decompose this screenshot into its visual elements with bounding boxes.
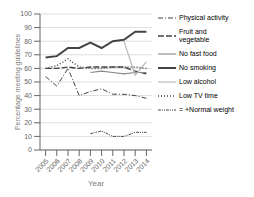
svg-text:Year: Year <box>88 179 105 188</box>
html-text:= +Normal weight: = +Normal weight <box>179 106 234 113</box>
svg-text:70: 70 <box>24 51 32 58</box>
svg-text:2006: 2006 <box>45 157 61 174</box>
html-text:Low TV time: Low TV time <box>179 92 218 99</box>
svg-text:40: 40 <box>24 92 32 99</box>
html-text:Fruit and vegetable: Fruit and vegetable <box>179 28 210 43</box>
html-text:No fast food: No fast food <box>179 50 217 57</box>
svg-text:2014: 2014 <box>135 157 151 173</box>
html-text:No smoking: No smoking <box>179 64 216 71</box>
svg-text:2007: 2007 <box>56 157 73 174</box>
svg-text:2012: 2012 <box>112 157 129 174</box>
svg-text:50: 50 <box>24 78 32 85</box>
svg-text:2011: 2011 <box>101 157 117 173</box>
svg-text:2009: 2009 <box>78 157 95 174</box>
html-text:Physical activity: Physical activity <box>179 14 229 21</box>
svg-text:90: 90 <box>24 24 32 31</box>
svg-text:20: 20 <box>24 119 32 126</box>
svg-text:2010: 2010 <box>89 157 106 174</box>
svg-text:30: 30 <box>24 106 32 113</box>
svg-text:10: 10 <box>24 133 32 140</box>
svg-text:Percentage meeting guidelines: Percentage meeting guidelines <box>14 33 22 130</box>
svg-text:2005: 2005 <box>33 157 50 174</box>
svg-text:2013: 2013 <box>123 157 140 174</box>
svg-text:100: 100 <box>20 10 32 17</box>
svg-text:2008: 2008 <box>67 157 84 174</box>
svg-text:0: 0 <box>28 146 32 153</box>
svg-text:80: 80 <box>24 38 32 45</box>
html-text:Low alcohol: Low alcohol <box>179 78 216 85</box>
svg-text:60: 60 <box>24 65 32 72</box>
